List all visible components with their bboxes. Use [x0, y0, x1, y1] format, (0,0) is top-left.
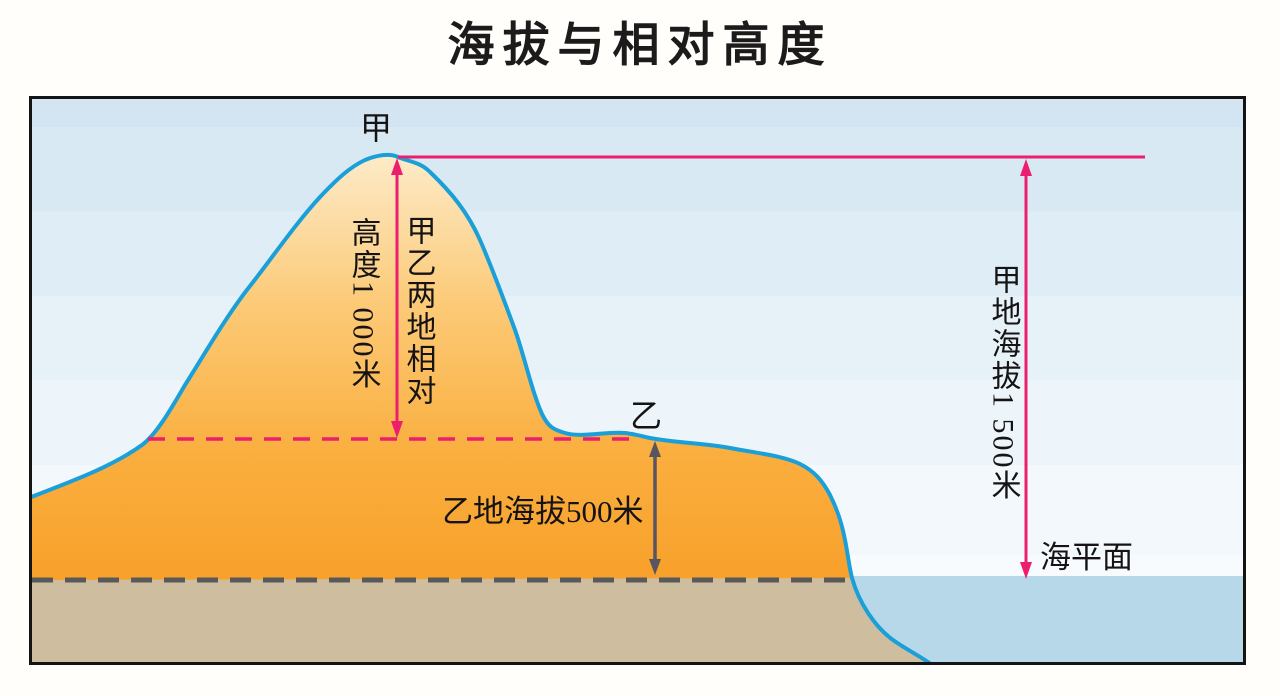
ground-below-sea — [32, 578, 928, 662]
relative-height-label-col1: 甲乙两地相对 — [401, 215, 435, 407]
terrain-outline — [32, 152, 932, 662]
terrain-above-sea — [32, 154, 853, 583]
elevation-b-label: 乙地海拔500米 — [442, 494, 644, 529]
sea-level-label: 海平面 — [1040, 540, 1133, 575]
diagram-canvas — [32, 152, 1243, 662]
peak-label: 甲 — [360, 110, 393, 146]
point-b-label: 乙 — [630, 398, 663, 434]
elevation-a-label: 甲地海拔1 500米 — [986, 264, 1020, 502]
page-title: 海拔与相对高度 — [447, 18, 833, 71]
relative-height-label-col2: 高度1 000米 — [346, 217, 380, 391]
elevation-b-arrow — [649, 441, 661, 575]
elevation-a-arrow — [1020, 159, 1032, 579]
relative-height-arrow — [391, 158, 403, 438]
diagram-frame: 甲 乙 甲乙两地相对 高度1 000米 甲地海拔1 500米 乙地海拔500米 … — [29, 96, 1246, 665]
